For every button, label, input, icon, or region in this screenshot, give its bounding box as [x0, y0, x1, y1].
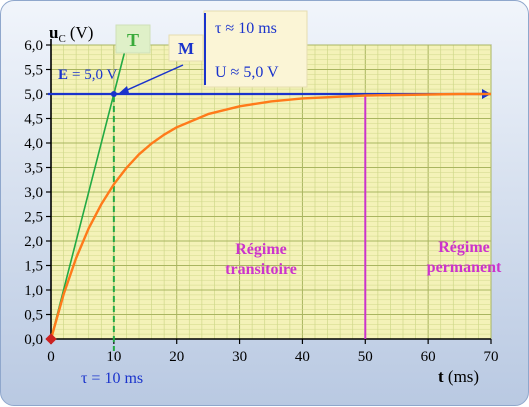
- tangent-label-box: [115, 24, 151, 54]
- y-tick-label: 1,5: [24, 259, 43, 275]
- grid: [50, 44, 492, 340]
- x-tick-label: 30: [232, 349, 247, 365]
- y-tick-label: 1,0: [24, 283, 43, 299]
- y-tick-label: 6,0: [24, 38, 43, 54]
- tau-estimate: τ ≈ 10 ms: [215, 20, 277, 37]
- tau-axis-label: τ = 10 ms: [81, 370, 143, 387]
- point-m-box: [168, 34, 204, 62]
- x-tick-label: 40: [295, 349, 310, 365]
- axes: [46, 39, 492, 344]
- y-tick-label: 4,5: [24, 112, 43, 128]
- info-box: [203, 10, 308, 88]
- regime-transitoire-line1: Régime: [235, 241, 287, 258]
- y-tick-label: 3,0: [24, 185, 43, 201]
- regime-permanent-line1: Régime: [438, 239, 490, 256]
- point-m-label: M: [178, 39, 194, 58]
- m-arrow-head: [118, 86, 129, 94]
- x-tick-label: 0: [47, 349, 55, 365]
- tangent-label: T: [127, 30, 139, 50]
- annotations: uC (V) t (ms) E = 5,0 V T M τ ≈ 10 ms U ≈ …: [49, 10, 502, 387]
- y-tick-label: 3,5: [24, 161, 43, 177]
- x-tick-label: 60: [421, 349, 436, 365]
- regime-transitoire-line2: transitoire: [225, 261, 297, 278]
- x-tick-label: 50: [358, 349, 373, 365]
- x-tick-label: 10: [106, 349, 121, 365]
- y-axis-label: uC (V): [49, 23, 93, 45]
- origin-marker: [45, 333, 57, 345]
- series-layer: [45, 44, 491, 351]
- tick-labels: 0 10 20 30 40 50 60 70 0,0 0,5 1,0 1,5 2,0 2,5 3,0 3,5 4…: [24, 38, 498, 365]
- regime-permanent-line2: permanent: [427, 259, 502, 276]
- x-axis-label: t (ms): [438, 367, 479, 386]
- x-tick-label: 70: [484, 349, 499, 365]
- y-tick-label: 5,0: [24, 87, 43, 103]
- point-m-marker: [110, 91, 117, 97]
- y-tick-label: 0,5: [24, 308, 43, 324]
- y-tick-label: 5,5: [24, 63, 43, 79]
- e-value-label: E = 5,0 V: [58, 67, 117, 83]
- y-tick-label: 2,0: [24, 234, 43, 250]
- y-tick-label: 2,5: [24, 210, 43, 226]
- m-arrow-line: [124, 64, 184, 92]
- u-estimate: U ≈ 5,0 V: [215, 64, 279, 81]
- y-tick-label: 0,0: [24, 332, 43, 348]
- charging-curve: [49, 92, 491, 340]
- y-tick-label: 4,0: [24, 136, 43, 152]
- x-tick-label: 20: [169, 349, 184, 365]
